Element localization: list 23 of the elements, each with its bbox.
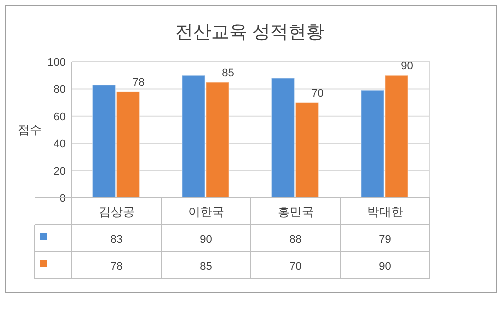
data-label: 90	[379, 261, 392, 273]
x-tick-label: 이한국	[188, 205, 224, 219]
text: 78	[132, 76, 145, 89]
y-tick-label: 100	[48, 57, 66, 69]
y-axis-title: 점수	[18, 123, 42, 137]
data-label: 83	[110, 234, 123, 246]
data-label: 88	[290, 234, 302, 246]
y-tick-label: 20	[54, 166, 66, 178]
x-tick-label: 김상공	[98, 205, 135, 219]
data-label: 79	[379, 234, 392, 246]
chart-title: 전산교육 성적현황	[175, 22, 325, 42]
y-tick-label: 60	[54, 111, 66, 124]
text: 70	[312, 88, 324, 100]
data-label: 90	[200, 234, 212, 246]
data-label: 85	[200, 261, 212, 273]
y-tick-label: 80	[54, 84, 66, 96]
text: 90	[401, 60, 414, 73]
x-tick-label: 홍민국	[278, 205, 314, 219]
data-label: 70	[290, 261, 302, 273]
y-tick-label: 40	[54, 138, 66, 151]
x-tick-label: 박대한	[367, 205, 404, 219]
text: 85	[222, 67, 234, 80]
data-label: 78	[110, 261, 123, 273]
